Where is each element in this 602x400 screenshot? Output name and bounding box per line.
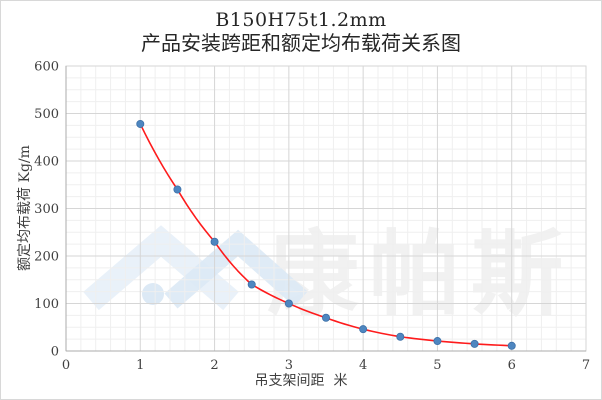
watermark-logo-peak-icon: [164, 229, 308, 309]
data-point: [396, 332, 405, 341]
x-tick-label: 0: [62, 358, 70, 373]
x-tick-label: 7: [582, 358, 590, 373]
data-point: [470, 339, 479, 348]
y-tick-label: 0: [51, 345, 59, 360]
data-point: [247, 280, 256, 289]
x-tick-label: 2: [210, 358, 218, 373]
x-tick-label: 6: [508, 358, 516, 373]
y-tick-label: 100: [34, 297, 59, 312]
chart-title-model: B150H75t1.2mm: [215, 9, 387, 31]
watermark-logo-dot-icon: [142, 283, 164, 305]
data-point: [173, 185, 182, 194]
y-tick-label: 200: [34, 250, 59, 265]
data-point: [284, 299, 293, 308]
y-tick-label: 600: [34, 60, 59, 75]
data-point: [507, 341, 516, 350]
data-point: [433, 337, 442, 346]
data-point: [321, 313, 330, 322]
y-tick-label: 400: [34, 155, 59, 170]
data-point: [136, 119, 145, 128]
chart-title-main: 产品安装跨距和额定均布载荷关系图: [141, 31, 461, 55]
data-point: [210, 237, 219, 246]
x-tick-label: 3: [285, 358, 293, 373]
x-tick-label: 1: [136, 358, 144, 373]
x-tick-label: 4: [359, 358, 367, 373]
x-axis-title: 吊支架间距 米: [254, 373, 348, 389]
y-tick-label: 500: [34, 107, 59, 122]
y-tick-label: 300: [34, 202, 59, 217]
x-tick-label: 5: [433, 358, 441, 373]
fit-curve: [139, 123, 512, 347]
data-point: [359, 325, 368, 334]
